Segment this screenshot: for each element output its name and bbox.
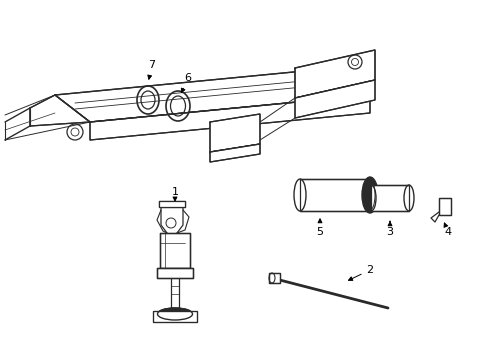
Polygon shape <box>209 144 260 162</box>
Polygon shape <box>157 268 193 278</box>
Polygon shape <box>153 311 197 322</box>
Polygon shape <box>294 50 374 98</box>
Polygon shape <box>209 114 260 152</box>
Polygon shape <box>30 95 90 126</box>
Polygon shape <box>294 80 374 118</box>
Text: 4: 4 <box>443 223 450 237</box>
Polygon shape <box>159 201 184 207</box>
Polygon shape <box>438 198 450 215</box>
Polygon shape <box>370 185 408 211</box>
Ellipse shape <box>361 177 377 213</box>
Text: 3: 3 <box>386 221 393 237</box>
Polygon shape <box>160 233 190 268</box>
Text: 5: 5 <box>316 219 323 237</box>
Text: 2: 2 <box>348 265 373 280</box>
Polygon shape <box>299 179 369 211</box>
Text: 1: 1 <box>171 187 178 201</box>
Polygon shape <box>90 95 369 140</box>
Text: 7: 7 <box>147 60 155 79</box>
Text: 6: 6 <box>181 73 191 93</box>
Polygon shape <box>268 273 280 283</box>
Ellipse shape <box>157 308 192 320</box>
Polygon shape <box>55 68 369 122</box>
